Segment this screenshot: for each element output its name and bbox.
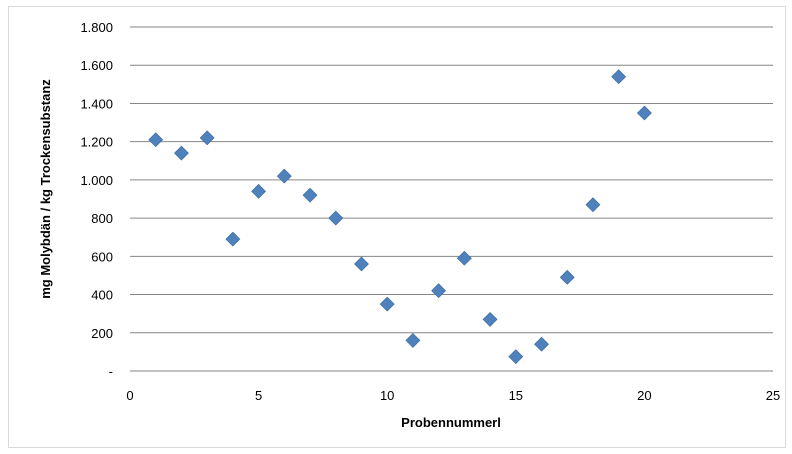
y-tick-label: 400 [91,288,113,303]
data-point [148,132,164,148]
y-tick-labels: - 200 400 600 800 1.000 1.200 1.400 1.600 1.800 [80,20,113,379]
y-tick-label: 1.200 [80,135,113,150]
data-point [302,187,318,203]
data-point [534,336,549,352]
data-point [251,183,267,199]
y-tick-label: 1.400 [80,96,113,111]
data-point [199,130,215,146]
y-tick-label: 200 [91,326,113,341]
x-tick-label: 15 [509,388,523,403]
y-tick-label: 600 [91,249,113,264]
y-tick-label: - [109,364,113,379]
y-tick-label: 800 [91,211,113,226]
data-point [225,231,241,247]
data-points [148,69,652,365]
x-tick-label: 0 [126,388,133,403]
x-tick-label: 10 [380,388,394,403]
data-point [611,69,627,85]
data-point [174,145,189,161]
x-tick-label: 25 [766,388,780,403]
x-tick-label: 5 [255,388,262,403]
data-point [636,105,652,121]
x-axis-title: Probennummerl [401,415,501,430]
data-point [405,332,421,348]
gridlines [130,26,773,334]
y-tick-label: 1.800 [80,20,113,35]
y-tick-label: 1.000 [80,173,113,188]
x-tick-labels: 0 5 10 15 20 25 [126,388,780,403]
y-axis-title: mg Molybdän / kg Trockensubstanz [38,79,53,299]
data-point [431,283,447,299]
y-tick-label: 1.600 [80,58,113,73]
data-point [379,296,395,312]
data-point [328,210,344,226]
data-point [559,269,575,285]
data-point [456,250,472,266]
data-point [585,197,601,213]
x-tick-label: 20 [637,388,651,403]
data-point [482,311,498,327]
data-point [354,256,369,272]
data-point [276,168,292,184]
data-point [508,349,524,365]
chart-area [8,6,786,448]
